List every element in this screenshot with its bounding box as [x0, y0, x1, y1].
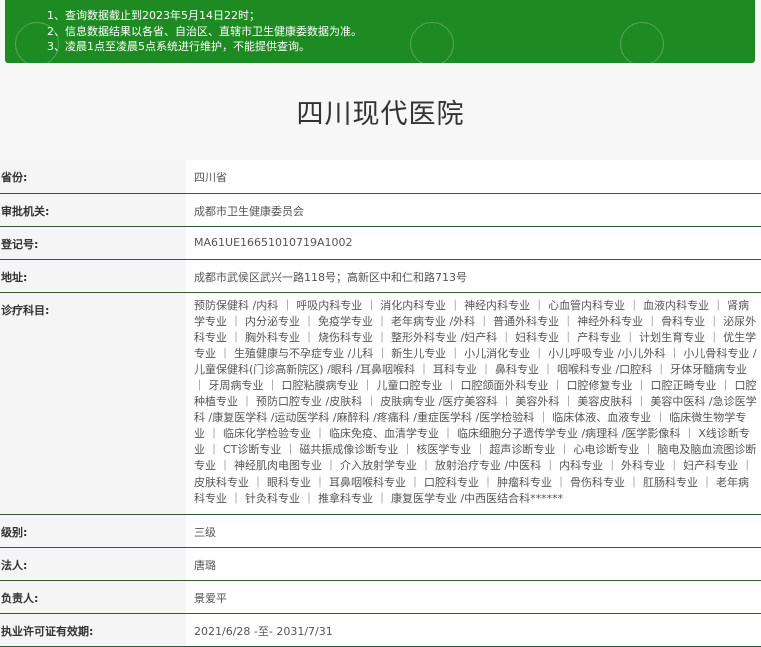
watermark-logo-icon [620, 22, 664, 66]
field-label: 审批机关: [0, 193, 186, 227]
table-row: 执业许可证有效期: 2021/6/28 -至- 2031/7/31 [0, 613, 761, 647]
field-label: 诊疗科目: [0, 292, 186, 515]
hospital-info-table: 省份: 四川省 审批机关: 成都市卫生健康委员会 登记号: MA61UE1665101… [0, 160, 761, 647]
watermark-logo-icon [15, 22, 59, 66]
field-label: 负责人: [0, 580, 186, 614]
notice-banner: 1、查询数据截止到2023年5月14日22时； 2、信息数据结果以各省、自治区、… [5, 0, 755, 66]
field-label: 级别: [0, 514, 186, 548]
field-label: 省份: [0, 160, 186, 194]
table-row: 法人: 唐璐 [0, 547, 761, 581]
field-label: 登记号: [0, 226, 186, 260]
notice-line: 1、查询数据截止到2023年5月14日22时； [47, 9, 260, 22]
table-row: 登记号: MA61UE16651010719A1002 [0, 226, 761, 260]
field-value: 成都市卫生健康委员会 [186, 193, 761, 227]
page-title: 四川现代医院 [296, 99, 465, 130]
notice-line: 3、凌晨1点至凌晨5点系统进行维护，不能提供查询。 [47, 40, 310, 53]
table-row: 地址: 成都市武侯区武兴一路118号；高新区中和仁和路713号 [0, 259, 761, 293]
field-value: 成都市武侯区武兴一路118号；高新区中和仁和路713号 [186, 259, 761, 293]
table-row: 省份: 四川省 [0, 160, 761, 194]
table-row: 级别: 三级 [0, 514, 761, 548]
notice-line: 2、信息数据结果以各省、自治区、直辖市卫生健康委数据为准。 [47, 24, 362, 38]
table-row: 负责人: 景爱平 [0, 580, 761, 614]
table-row: 审批机关: 成都市卫生健康委员会 [0, 193, 761, 227]
departments-value: 预防保健科 /内科 ｜ 呼吸内科专业 ｜ 消化内科专业 ｜ 神经内科专业 ｜ 心… [186, 292, 761, 515]
field-value: 三级 [186, 514, 761, 548]
table-row: 诊疗科目: 预防保健科 /内科 ｜ 呼吸内科专业 ｜ 消化内科专业 ｜ 神经内科专… [0, 292, 761, 515]
field-value: 唐璐 [186, 547, 761, 581]
field-value: 景爱平 [186, 580, 761, 614]
watermark-logo-icon [410, 22, 454, 66]
field-label: 地址: [0, 259, 186, 293]
field-value: 四川省 [186, 160, 761, 194]
field-label: 法人: [0, 547, 186, 581]
field-value: 2021/6/28 -至- 2031/7/31 [186, 613, 761, 647]
field-label: 执业许可证有效期: [0, 613, 186, 647]
field-value: MA61UE16651010719A1002 [186, 226, 761, 260]
